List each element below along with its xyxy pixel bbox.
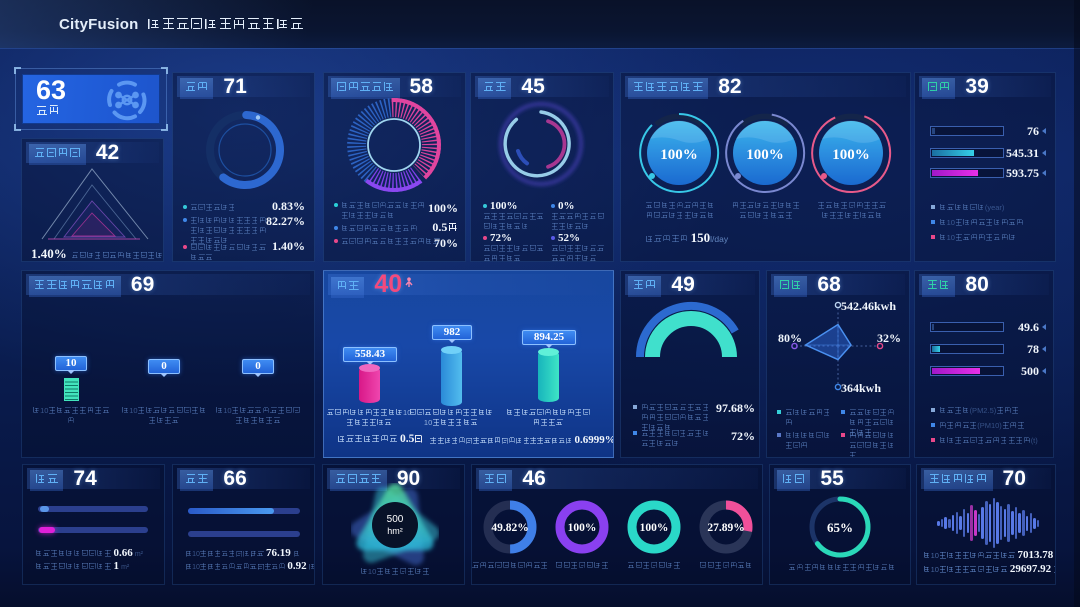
svg-text:65%: 65% [827,520,853,535]
svg-text:100%: 100% [832,147,870,163]
svg-text:hm²: hm² [387,526,403,536]
svg-text:500: 500 [387,514,404,525]
svg-text:100%: 100% [640,522,669,534]
svg-text:100%: 100% [660,147,698,163]
svg-text:27.89%: 27.89% [707,522,744,534]
svg-text:100%: 100% [746,147,784,163]
svg-text:100%: 100% [568,522,597,534]
svg-text:49.82%: 49.82% [491,522,528,534]
